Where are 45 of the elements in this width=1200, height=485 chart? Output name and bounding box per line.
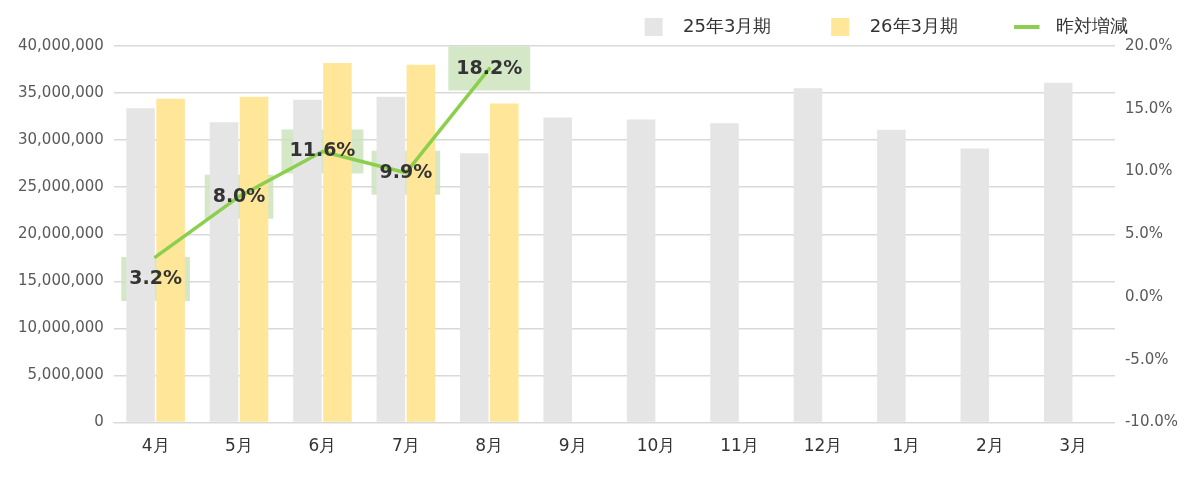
y-tick-label: 20,000,000 — [17, 224, 104, 243]
x-tick-label: 3月 — [1059, 435, 1088, 456]
y2-tick-label: 5.0% — [1124, 224, 1164, 243]
y2-tick-label: 15.0% — [1124, 98, 1173, 117]
y-tick-label: 10,000,000 — [17, 318, 104, 337]
x-tick-label: 8月 — [475, 435, 504, 456]
data-label: 3.2% — [129, 265, 182, 288]
bar — [460, 153, 489, 422]
bar — [543, 117, 572, 422]
x-tick-label: 4月 — [141, 435, 170, 456]
y2-tick-label: -5.0% — [1124, 349, 1169, 368]
y-tick-label: 30,000,000 — [17, 130, 104, 149]
legend-label: 昨対増減 — [1044, 14, 1174, 36]
bar — [877, 129, 906, 422]
bar — [793, 88, 823, 422]
y-tick-label: 0 — [94, 412, 104, 431]
y-tick-label: 15,000,000 — [17, 271, 104, 290]
y2-tick-label: 10.0% — [1124, 161, 1173, 180]
bar — [1043, 82, 1073, 422]
bar — [960, 148, 990, 422]
bar — [710, 123, 739, 422]
y-tick-label: 5,000,000 — [27, 365, 104, 384]
y2-tick-label: -10.0% — [1124, 412, 1179, 431]
x-tick-label: 10月 — [636, 435, 676, 456]
bar — [490, 103, 519, 422]
x-tick-label: 7月 — [391, 435, 420, 456]
legend-label: 25年3月期 — [671, 14, 818, 36]
legend-label: 26年3月期 — [858, 14, 1004, 36]
data-label: 9.9% — [379, 159, 433, 182]
x-tick-label: 9月 — [558, 435, 587, 456]
x-tick-label: 1月 — [892, 435, 921, 456]
y2-tick-label: 20.0% — [1124, 35, 1173, 54]
x-tick-label: 6月 — [308, 435, 337, 456]
y-tick-label: 40,000,000 — [17, 35, 104, 54]
x-tick-label: 5月 — [225, 435, 253, 456]
y2-tick-label: 0.0% — [1124, 286, 1164, 305]
x-tick-label: 11月 — [720, 435, 759, 456]
data-label: 11.6% — [289, 138, 356, 161]
data-label: 8.0% — [212, 183, 266, 206]
x-tick-label: 12月 — [803, 435, 843, 456]
data-label: 18.2% — [456, 55, 523, 78]
y-tick-label: 35,000,000 — [17, 82, 104, 101]
x-tick-label: 2月 — [975, 435, 1004, 456]
bar — [626, 119, 656, 422]
y-tick-label: 25,000,000 — [17, 177, 104, 196]
